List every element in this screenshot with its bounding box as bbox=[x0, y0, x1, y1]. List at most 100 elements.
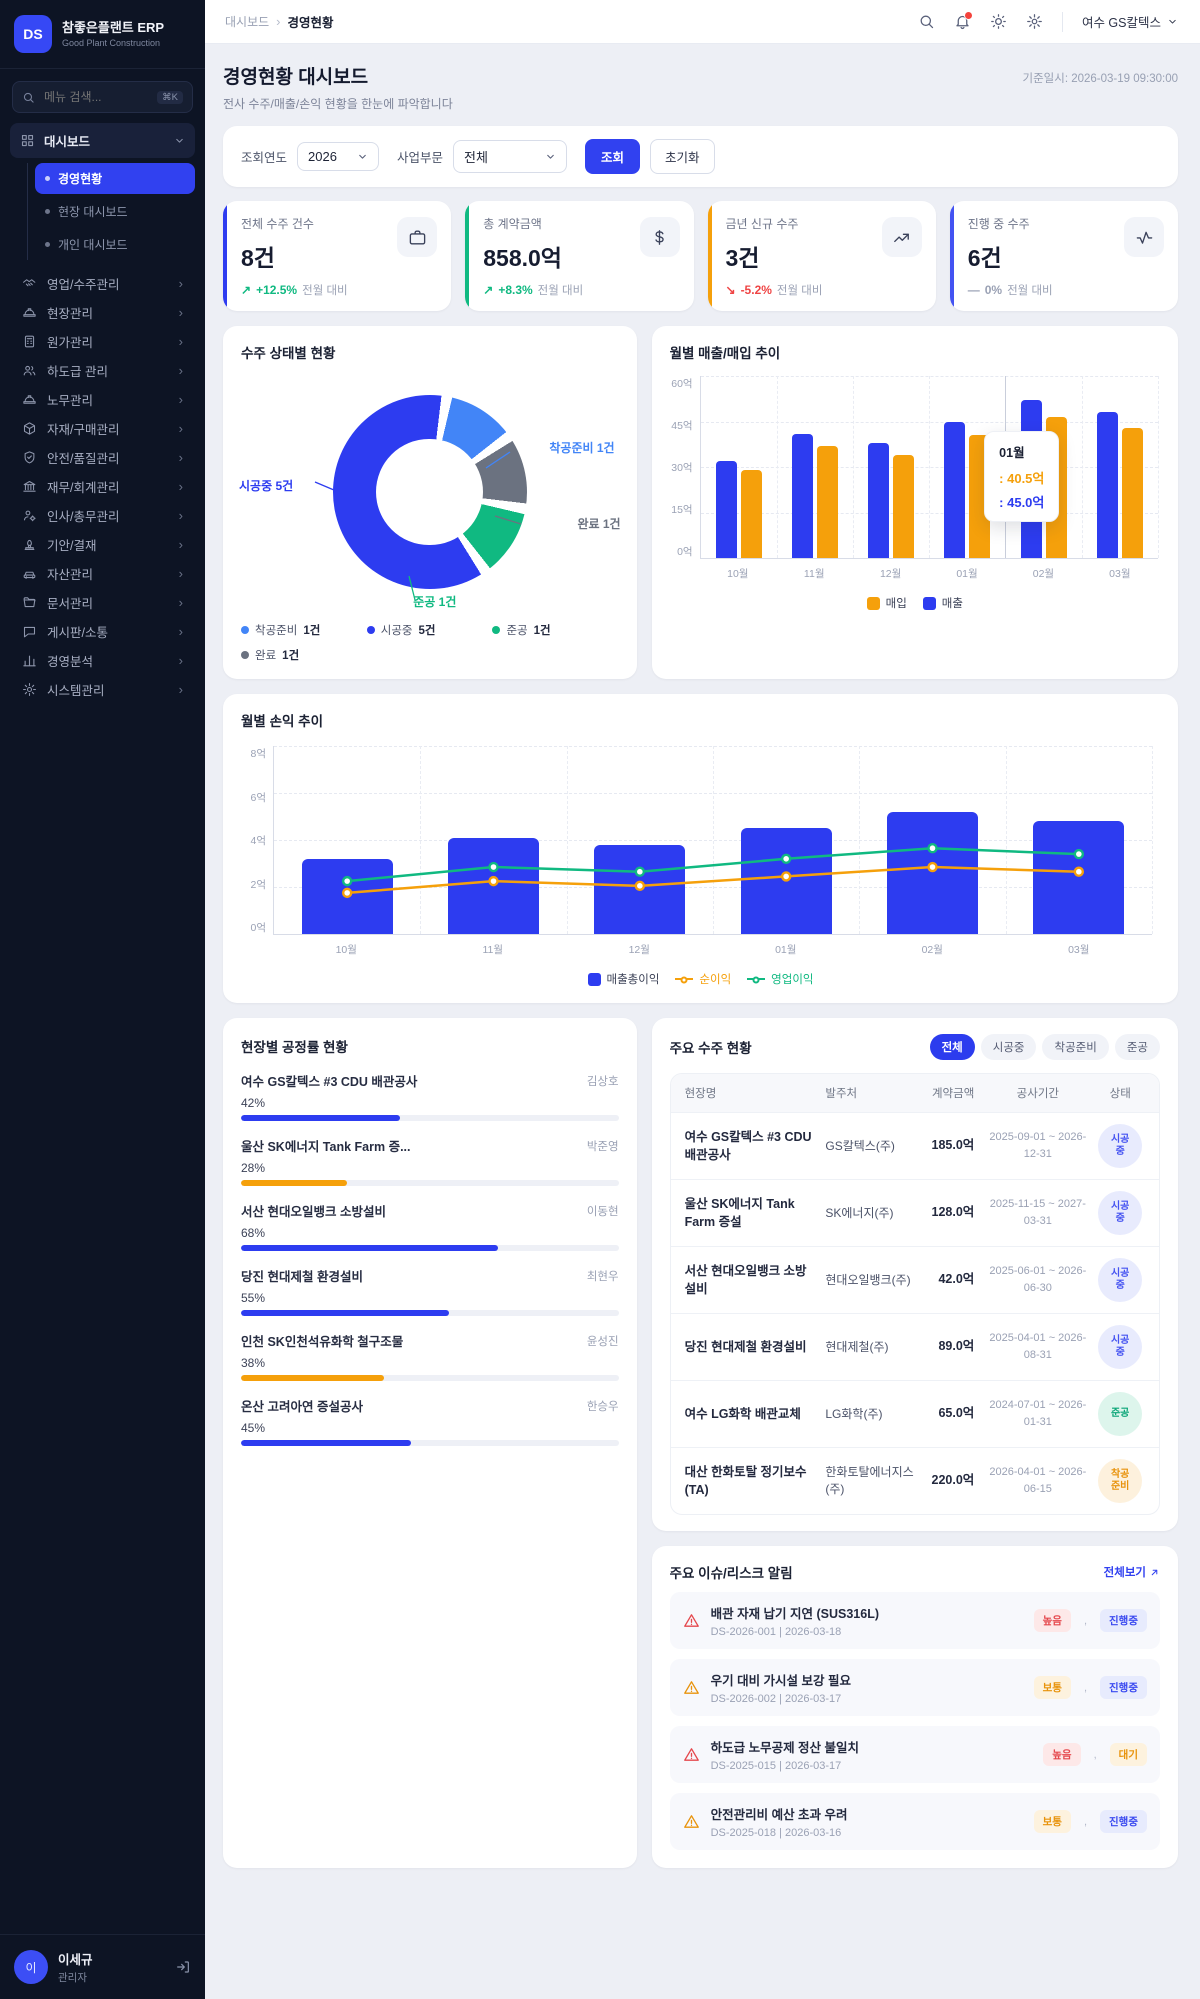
sidebar-item-document-mgmt[interactable]: 문서관리 › bbox=[10, 588, 195, 617]
sidebar-item-labor-mgmt[interactable]: 노무관리 › bbox=[10, 385, 195, 414]
list-item: 당진 현대제철 환경설비 최현우 55% bbox=[241, 1266, 619, 1316]
legend-item[interactable]: 영업이익 bbox=[747, 971, 813, 987]
sidebar-item-approval[interactable]: 기안/결재 › bbox=[10, 530, 195, 559]
table-row[interactable]: 대산 한화토탈 정기보수 (TA) 한화토탈에너지스(주) 220.0억 2026-0… bbox=[670, 1447, 1159, 1514]
progress-bar bbox=[241, 1180, 619, 1186]
legend-item[interactable]: 완료 1건 bbox=[241, 647, 367, 663]
alert-triangle-icon bbox=[683, 1612, 700, 1629]
divider bbox=[1061, 11, 1063, 32]
sidebar-item-cost-mgmt[interactable]: 원가관리 › bbox=[10, 327, 195, 356]
menu-search[interactable]: ⌘K bbox=[12, 81, 193, 113]
profit-lines bbox=[341, 843, 1085, 899]
sidebar-item-site-mgmt[interactable]: 현장관리 › bbox=[10, 298, 195, 327]
tab-all[interactable]: 전체 bbox=[929, 1034, 975, 1060]
sidebar-item-safety-quality[interactable]: 안전/품질관리 › bbox=[10, 443, 195, 472]
search-shortcut-badge: ⌘K bbox=[157, 90, 183, 104]
kpi-delta: +12.5% bbox=[256, 283, 298, 297]
legend-item[interactable]: 매출 bbox=[922, 595, 963, 611]
bullet-icon bbox=[45, 242, 50, 247]
sidebar-item-management-analysis[interactable]: 경영분석 › bbox=[10, 646, 195, 675]
chevron-down-icon bbox=[174, 135, 185, 146]
legend-line bbox=[675, 976, 694, 984]
division-filter-label: 사업부문 bbox=[397, 151, 444, 165]
tab-under-construction[interactable]: 시공중 bbox=[980, 1034, 1037, 1060]
grid-icon bbox=[20, 133, 35, 148]
division-select[interactable]: 전체 bbox=[453, 140, 568, 173]
chevron-right-icon: › bbox=[178, 479, 183, 494]
orders-tabs: 전체 시공중 착공준비 준공 bbox=[929, 1034, 1160, 1060]
monthly-profit-card: 월별 손익 추이 8억 6억 4억 2억 0억 10월 11월 12월 01월 02월 03월 매… bbox=[223, 694, 1178, 1003]
topbar: 대시보드 › 경영현황 여수 GS칼텍스 bbox=[205, 0, 1200, 44]
progress-bar bbox=[241, 1310, 619, 1316]
kpi-delta-note: 전월 대비 bbox=[1007, 285, 1053, 297]
status-badge: 진행중 bbox=[1100, 1810, 1147, 1833]
logout-icon[interactable] bbox=[175, 1959, 191, 1975]
sidebar-item-asset-mgmt[interactable]: 자산관리 › bbox=[10, 559, 195, 588]
tab-completed[interactable]: 준공 bbox=[1114, 1034, 1160, 1060]
severity-badge: 보통 bbox=[1033, 1676, 1071, 1699]
kpi-total-orders: 전체 수주 건수 8건 ↗ +12.5% 전월 대비 bbox=[223, 201, 452, 311]
legend-item[interactable]: 착공준비 1건 bbox=[241, 622, 367, 638]
dashboard-submenu: 경영현황 현장 대시보드 개인 대시보드 bbox=[27, 163, 195, 260]
table-row[interactable]: 울산 SK에너지 Tank Farm 증설 SK에너지(주) 128.0억 2025-… bbox=[670, 1179, 1159, 1246]
legend-item[interactable]: 준공 1건 bbox=[492, 622, 618, 638]
sidebar: DS 참좋은플랜트 ERP Good Plant Construction ⌘K… bbox=[0, 0, 205, 1999]
user-site-chip[interactable]: 여수 GS칼텍스 bbox=[1082, 12, 1178, 31]
sidebar-item-personal-dashboard[interactable]: 개인 대시보드 bbox=[35, 229, 195, 260]
chevron-right-icon: › bbox=[178, 363, 183, 378]
sidebar-item-system-mgmt[interactable]: 시스템관리 › bbox=[10, 675, 195, 704]
table-row[interactable]: 서산 현대오일뱅크 소방설비 현대오일뱅크(주) 42.0억 2025-06-01 ~… bbox=[670, 1246, 1159, 1313]
progress-bar bbox=[241, 1115, 619, 1121]
status-badge: 대기 bbox=[1109, 1743, 1147, 1766]
chevron-right-icon: › bbox=[178, 334, 183, 349]
view-all-link[interactable]: 전체보기 bbox=[1104, 1564, 1160, 1580]
revenue-bars bbox=[701, 376, 1158, 558]
accent-bar bbox=[949, 201, 954, 311]
legend-item[interactable]: 매출총이익 bbox=[587, 971, 659, 987]
y-axis-labels: 8억 6억 4억 2억 0억 bbox=[250, 748, 267, 934]
monthly-profit-title: 월별 손익 추이 bbox=[241, 714, 324, 729]
monthly-revenue-title: 월별 매출/매입 추이 bbox=[669, 346, 781, 361]
stamp-icon bbox=[22, 537, 37, 552]
sidebar-item-subcontract-mgmt[interactable]: 하도급 관리 › bbox=[10, 356, 195, 385]
issues-card: 주요 이슈/리스크 알림 전체보기 배관 자재 납기 지연 (SUS316L) D… bbox=[651, 1546, 1178, 1868]
trending-up-icon bbox=[881, 217, 922, 257]
theme-sun-icon[interactable] bbox=[990, 13, 1007, 30]
sidebar-item-board-communication[interactable]: 게시판/소통 › bbox=[10, 617, 195, 646]
list-item[interactable]: 안전관리비 예산 초과 우려 DS-2025-018 | 2026-03-16 보… bbox=[669, 1793, 1160, 1850]
table-row[interactable]: 여수 LG화학 배관교체 LG화학(주) 65.0억 2024-07-01 ~ 202… bbox=[670, 1380, 1159, 1447]
sidebar-item-management-status[interactable]: 경영현황 bbox=[35, 163, 195, 194]
list-item[interactable]: 배관 자재 납기 지연 (SUS316L) DS-2026-001 | 2026-… bbox=[669, 1592, 1160, 1649]
list-item[interactable]: 우기 대비 가시설 보강 필요 DS-2026-002 | 2026-03-17 … bbox=[669, 1659, 1160, 1716]
reset-button[interactable]: 초기화 bbox=[650, 139, 715, 174]
breadcrumb-root[interactable]: 대시보드 bbox=[225, 15, 270, 29]
sidebar-item-sales-orders[interactable]: 영업/수주관리 › bbox=[10, 269, 195, 298]
monthly-revenue-card: 월별 매출/매입 추이 60억 45억 30억 15억 0억 01월 : 40.5억 bbox=[651, 326, 1178, 679]
list-item[interactable]: 하도급 노무공제 정산 불일치 DS-2025-015 | 2026-03-17 … bbox=[669, 1726, 1160, 1783]
menu-search-input[interactable] bbox=[42, 89, 146, 105]
table-row[interactable]: 여수 GS칼텍스 #3 CDU 배관공사 GS칼텍스(주) 185.0억 2025-0… bbox=[670, 1112, 1159, 1179]
legend-item[interactable]: 시공중 5건 bbox=[366, 622, 493, 638]
sidebar-item-finance-accounting[interactable]: 재무/회계관리 › bbox=[10, 472, 195, 501]
folder-icon bbox=[22, 595, 37, 610]
chevron-down-icon bbox=[357, 151, 368, 162]
status-badge: 시공중 bbox=[1098, 1124, 1143, 1168]
settings-gear-icon[interactable] bbox=[1026, 13, 1043, 30]
legend-item[interactable]: 순이익 bbox=[675, 971, 731, 987]
sidebar-item-hr-general-affairs[interactable]: 인사/총무관리 › bbox=[10, 501, 195, 530]
donut-label-under-construction: 시공중 5건 bbox=[239, 478, 294, 493]
tab-prep[interactable]: 착공준비 bbox=[1042, 1034, 1109, 1060]
search-icon[interactable] bbox=[918, 13, 935, 30]
sidebar-item-site-dashboard[interactable]: 현장 대시보드 bbox=[35, 196, 195, 227]
search-button[interactable]: 조회 bbox=[585, 139, 641, 174]
table-row[interactable]: 당진 현대제철 환경설비 현대제철(주) 89.0억 2025-04-01 ~ 202… bbox=[670, 1313, 1159, 1380]
sidebar-group-dashboard[interactable]: 대시보드 bbox=[10, 123, 195, 158]
year-select[interactable]: 2026 bbox=[297, 142, 380, 171]
alert-triangle-icon bbox=[683, 1746, 700, 1763]
app-logo: DS bbox=[14, 15, 52, 53]
kpi-value: 6건 bbox=[967, 245, 1002, 271]
sidebar-item-materials-purchasing[interactable]: 자재/구매관리 › bbox=[10, 414, 195, 443]
kpi-delta-note: 전월 대비 bbox=[776, 285, 823, 297]
bell-icon[interactable] bbox=[954, 11, 973, 30]
legend-item[interactable]: 매입 bbox=[866, 595, 907, 611]
